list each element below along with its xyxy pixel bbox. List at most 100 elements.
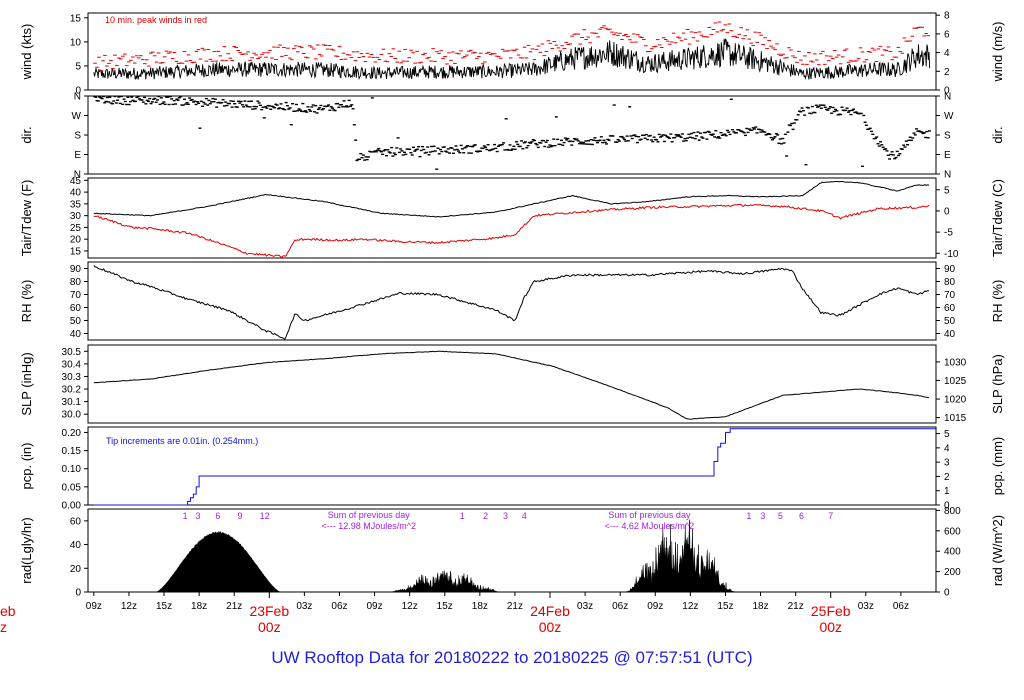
- footer-title: UW Rooftop Data for 20180222 to 20180225…: [271, 648, 753, 667]
- x-hour-label: 06z: [331, 601, 347, 612]
- dir-right-label: E: [944, 150, 951, 161]
- x-day-time: 00z: [539, 619, 562, 635]
- y-axis-title-right: rad (W/m^2): [990, 515, 1005, 586]
- x-hour-label: 12z: [682, 601, 698, 612]
- temp-c-label: 0: [944, 206, 950, 217]
- rh-right-label: 50: [944, 316, 956, 327]
- rad-hour-label-day3: 5: [778, 511, 783, 521]
- x-hour-label: 18z: [752, 601, 768, 612]
- x-hour-label: 18z: [472, 601, 488, 612]
- pcp-mm-label: 3: [944, 458, 950, 469]
- sum-value-2: <--- 4.62 MJoules/m^2: [605, 521, 695, 531]
- pcp-mm-label: 0: [944, 501, 950, 512]
- panel-frame-6: [87, 426, 937, 506]
- y-axis-title-left: Tair/Tdew (F): [19, 180, 34, 257]
- rad-wm2-label: 800: [944, 506, 961, 517]
- rh-left-label: 40: [70, 329, 82, 340]
- wind-peak-marks: [93, 21, 930, 72]
- y-axis-title-left: pcp. (in): [19, 443, 34, 490]
- rh-right-label: 70: [944, 290, 956, 301]
- y-axis-title-right: Tair/Tdew (C): [990, 179, 1005, 257]
- rh-right-label: 60: [944, 303, 956, 314]
- y-axis-title-left: rad(Lgly/hr): [19, 517, 34, 583]
- x-hour-label: 09z: [647, 601, 663, 612]
- sum-value-1: <--- 12.98 MJoules/m^2: [321, 521, 416, 531]
- rad-wm2-label: 400: [944, 547, 961, 558]
- rad-hour-label-day2: 2: [483, 511, 488, 521]
- panel-frame-1: [87, 12, 937, 91]
- x-hour-label: 15z: [437, 601, 453, 612]
- rad-hour-label-day3: 7: [828, 511, 833, 521]
- slp-hpa-label: 1025: [944, 376, 967, 387]
- rad-hour-label-day1: 12: [260, 511, 270, 521]
- radiation-day-2: [390, 570, 501, 593]
- slp-inhg-label: 30.4: [62, 359, 82, 370]
- wind-ms-label: 4: [944, 48, 950, 59]
- rad-hour-label-day2: 4: [522, 511, 527, 521]
- rad-hour-label-day3: 3: [760, 511, 765, 521]
- dir-right-label: N: [944, 92, 951, 103]
- air-temp-line: [93, 180, 930, 218]
- slp-inhg-label: 30.3: [62, 372, 82, 383]
- wind-kts-label: 5: [75, 61, 81, 72]
- temp-f-label: 45: [70, 176, 82, 187]
- dewpoint-line: [93, 203, 930, 258]
- rad-lgly-label: 20: [70, 564, 82, 575]
- pcp-mm-label: 1: [944, 486, 950, 497]
- temp-f-label: 15: [70, 246, 82, 257]
- x-left-edge-date: eb: [0, 603, 16, 619]
- rad-hour-label-day1: 1: [183, 511, 188, 521]
- x-day-date: 23Feb: [249, 603, 289, 619]
- rad-hour-label-day2: 1: [460, 511, 465, 521]
- x-hour-label: 12z: [402, 601, 418, 612]
- y-axis-title-right: RH (%): [990, 280, 1005, 323]
- x-left-edge-time: z: [0, 619, 7, 635]
- rh-left-label: 80: [70, 277, 82, 288]
- dir-left-label: N: [74, 170, 81, 181]
- slp-inhg-label: 30.2: [62, 385, 82, 396]
- rad-lgly-label: 60: [70, 516, 82, 527]
- rad-hour-label-day3: 6: [799, 511, 804, 521]
- wind-kts-label: 15: [70, 13, 82, 24]
- radiation-day-1: [156, 531, 281, 593]
- x-hour-label: 03z: [858, 601, 874, 612]
- slp-hpa-label: 1030: [944, 357, 967, 368]
- slp-line: [93, 350, 930, 420]
- precip-line: [93, 428, 936, 506]
- wind-ms-label: 0: [944, 86, 950, 97]
- rad-hour-label-day1: 9: [238, 511, 243, 521]
- dir-left-label: S: [74, 131, 81, 142]
- pcp-in-label: 0.15: [62, 446, 82, 457]
- slp-inhg-label: 30.0: [62, 410, 82, 421]
- rad-hour-label-day1: 6: [215, 511, 220, 521]
- dir-left-label: E: [74, 150, 81, 161]
- rad-lgly-label: 40: [70, 540, 82, 551]
- x-hour-label: 09z: [86, 601, 102, 612]
- dir-left-label: N: [74, 92, 81, 103]
- temp-f-label: 25: [70, 223, 82, 234]
- temp-f-label: 20: [70, 235, 82, 246]
- temp-f-label: 40: [70, 188, 82, 199]
- pcp-in-label: 0.05: [62, 482, 82, 493]
- pcp-in-label: 0.00: [62, 501, 82, 512]
- x-day-time: 00z: [819, 619, 842, 635]
- x-hour-label: 15z: [717, 601, 733, 612]
- rh-left-label: 70: [70, 290, 82, 301]
- pcp-in-label: 0.20: [62, 428, 82, 439]
- sum-text-2: Sum of previous day: [608, 510, 691, 520]
- rad-lgly-label: 0: [75, 588, 81, 599]
- dir-right-label: S: [944, 131, 951, 142]
- y-axis-title-left: wind (kts): [19, 24, 34, 81]
- dir-right-label: N: [944, 170, 951, 181]
- rh-left-label: 60: [70, 303, 82, 314]
- panel-frame-7: [87, 508, 937, 593]
- x-hour-label: 21z: [507, 601, 523, 612]
- x-hour-label: 15z: [156, 601, 172, 612]
- x-hour-label: 03z: [577, 601, 593, 612]
- rad-hour-label-day1: 3: [195, 511, 200, 521]
- y-axis-title-left: RH (%): [19, 280, 34, 323]
- temp-f-label: 30: [70, 211, 82, 222]
- x-hour-label: 21z: [226, 601, 242, 612]
- pcp-annotation: Tip increments are 0.01in. (0.254mm.): [106, 436, 258, 446]
- y-axis-title-right: pcp. (mm): [990, 437, 1005, 496]
